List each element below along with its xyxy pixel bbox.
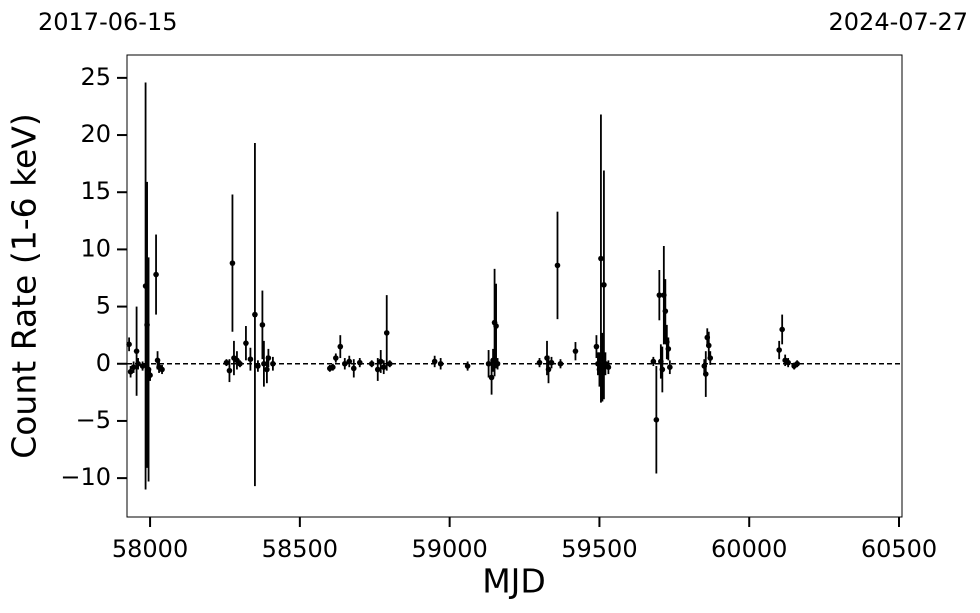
point <box>237 360 243 367</box>
point <box>653 416 660 423</box>
y-tick-label: −10 <box>60 463 111 491</box>
point <box>130 364 137 370</box>
point <box>270 360 276 367</box>
point <box>386 360 393 367</box>
point <box>702 371 709 377</box>
point <box>126 341 132 348</box>
point <box>554 262 561 269</box>
point <box>383 330 390 336</box>
point <box>252 311 258 318</box>
point <box>333 355 339 361</box>
point <box>598 255 604 262</box>
x-axis-label: MJD <box>482 562 546 601</box>
point <box>229 260 236 266</box>
point <box>261 360 267 367</box>
point <box>464 363 471 369</box>
point <box>380 364 387 370</box>
point <box>350 365 357 372</box>
point <box>259 322 266 328</box>
point <box>785 359 791 366</box>
y-tick-label: 25 <box>80 63 111 91</box>
point <box>265 355 272 361</box>
point <box>243 340 249 346</box>
point <box>346 358 353 365</box>
point <box>374 366 381 373</box>
x-tick-label: 60500 <box>861 535 937 563</box>
point <box>247 356 254 362</box>
point <box>139 363 146 369</box>
point <box>667 364 673 370</box>
point <box>226 367 233 374</box>
point <box>593 343 600 350</box>
point <box>255 363 261 369</box>
point <box>337 343 344 350</box>
point <box>650 358 657 365</box>
point <box>656 292 663 298</box>
point <box>264 366 270 373</box>
y-tick-label: 5 <box>96 292 111 320</box>
point <box>707 355 714 361</box>
point <box>127 368 134 375</box>
point <box>377 358 384 365</box>
point <box>776 347 782 353</box>
point <box>572 348 579 354</box>
point <box>485 360 492 367</box>
point <box>133 348 140 354</box>
x-tick-label: 59500 <box>561 535 637 563</box>
point <box>153 271 159 278</box>
end-date: 2024-07-27 <box>829 8 968 36</box>
point <box>662 308 669 314</box>
point <box>536 359 543 366</box>
point <box>665 346 672 352</box>
point <box>437 360 444 367</box>
start-date: 2017-06-15 <box>38 8 177 36</box>
y-tick-label: 0 <box>96 349 111 377</box>
point <box>431 358 438 365</box>
point <box>356 359 363 366</box>
y-tick-label: 10 <box>80 234 111 262</box>
y-tick-label: −5 <box>76 406 111 434</box>
y-axis-label: Count Rate (1-6 keV) <box>5 113 44 459</box>
point <box>494 360 501 367</box>
point <box>147 372 153 378</box>
point <box>341 360 348 367</box>
point <box>794 360 800 367</box>
point <box>545 366 552 373</box>
point <box>368 360 375 367</box>
y-tick-label: 20 <box>80 120 111 148</box>
point <box>488 374 495 381</box>
y-tick-label: 15 <box>80 177 111 205</box>
point <box>705 342 712 349</box>
point <box>601 282 607 288</box>
point <box>223 359 230 366</box>
x-tick-label: 58000 <box>112 535 188 563</box>
x-tick-label: 58500 <box>262 535 338 563</box>
x-tick-label: 59000 <box>411 535 487 563</box>
point <box>557 360 564 367</box>
point <box>493 323 499 329</box>
point <box>135 360 141 367</box>
point <box>659 366 666 373</box>
x-tick-label: 60000 <box>711 535 787 563</box>
point <box>605 364 612 370</box>
point <box>779 326 785 333</box>
plot-frame <box>126 54 903 518</box>
point <box>159 366 165 373</box>
point <box>330 364 336 370</box>
point <box>548 359 555 366</box>
